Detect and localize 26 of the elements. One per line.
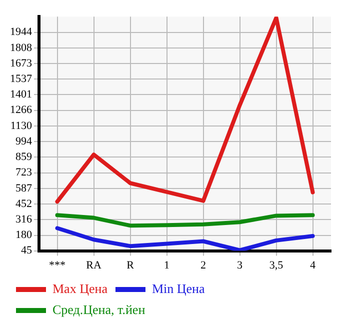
- y-tick-label: 587: [16, 182, 32, 194]
- y-tick-label: 994: [16, 135, 32, 148]
- y-tick-label: 180: [16, 229, 32, 242]
- legend-label: Max Цена: [52, 280, 108, 296]
- legend-label: Сред.Цена, т.йен: [52, 302, 146, 317]
- x-tick-label: 2: [200, 259, 206, 272]
- y-tick-label: 1401: [10, 88, 32, 101]
- legend-label: Min Цена: [152, 280, 205, 296]
- y-tick-label: 1537: [10, 72, 32, 85]
- y-tick-label: 452: [16, 198, 32, 210]
- y-tick-label: 1808: [10, 42, 32, 54]
- y-tick-label: 723: [16, 166, 32, 179]
- x-tick-label: 3,5: [269, 259, 284, 272]
- y-tick-label: 316: [16, 214, 32, 226]
- y-tick-label: 1673: [10, 57, 32, 70]
- x-tick-label: 3: [237, 259, 243, 272]
- y-tick-label: 859: [16, 151, 32, 164]
- x-tick-label: R: [126, 259, 135, 272]
- x-tick-label: 4: [310, 259, 316, 272]
- x-tick-label: ***: [49, 259, 66, 272]
- x-tick-label: RA: [86, 259, 102, 272]
- y-tick-label: 1266: [10, 104, 32, 116]
- y-tick-label: 45: [21, 244, 32, 257]
- x-tick-label: 1: [164, 259, 170, 272]
- y-tick-label: 1944: [10, 26, 32, 38]
- y-tick-label: 1130: [10, 120, 32, 132]
